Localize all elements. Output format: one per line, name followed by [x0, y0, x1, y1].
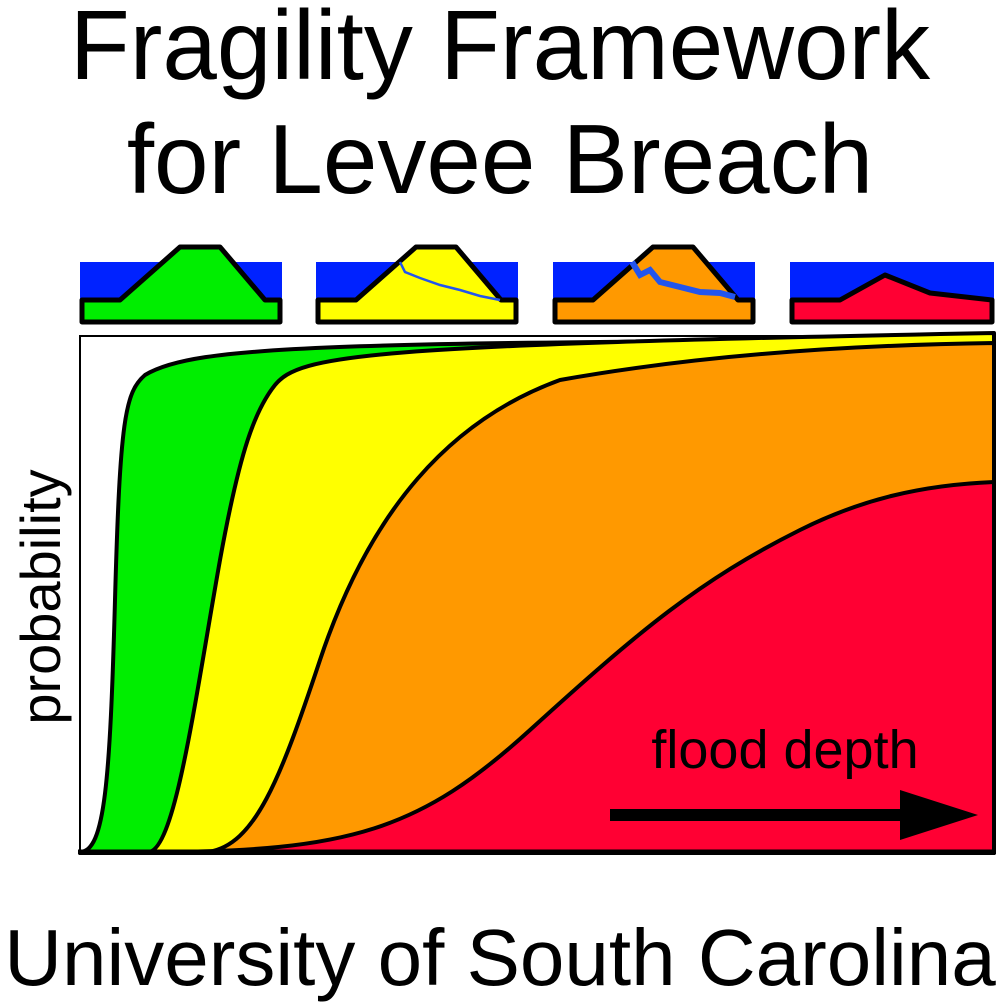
levee-icon-minor-seepage	[315, 244, 519, 325]
levee-icon-major-seepage	[552, 244, 756, 325]
title-line-1: Fragility Framework	[69, 0, 931, 100]
red-region	[148, 480, 996, 854]
seepage-line	[629, 260, 736, 300]
flood-depth-arrow	[610, 790, 978, 840]
levee-body	[552, 244, 756, 325]
x-axis-label: flood depth	[651, 720, 918, 780]
title-line-2: for Levee Breach	[126, 104, 874, 214]
y-axis-label: probability	[9, 469, 72, 724]
fragility-plot: flood depth	[78, 331, 996, 855]
levee-icon-breach	[789, 262, 995, 325]
footer-institution: University of South Carolina	[4, 913, 996, 1002]
levee-icon-intact	[79, 244, 283, 325]
levee-body	[315, 244, 519, 325]
levee-body	[789, 272, 995, 325]
seepage-line	[398, 261, 501, 302]
levee-body	[79, 244, 283, 325]
